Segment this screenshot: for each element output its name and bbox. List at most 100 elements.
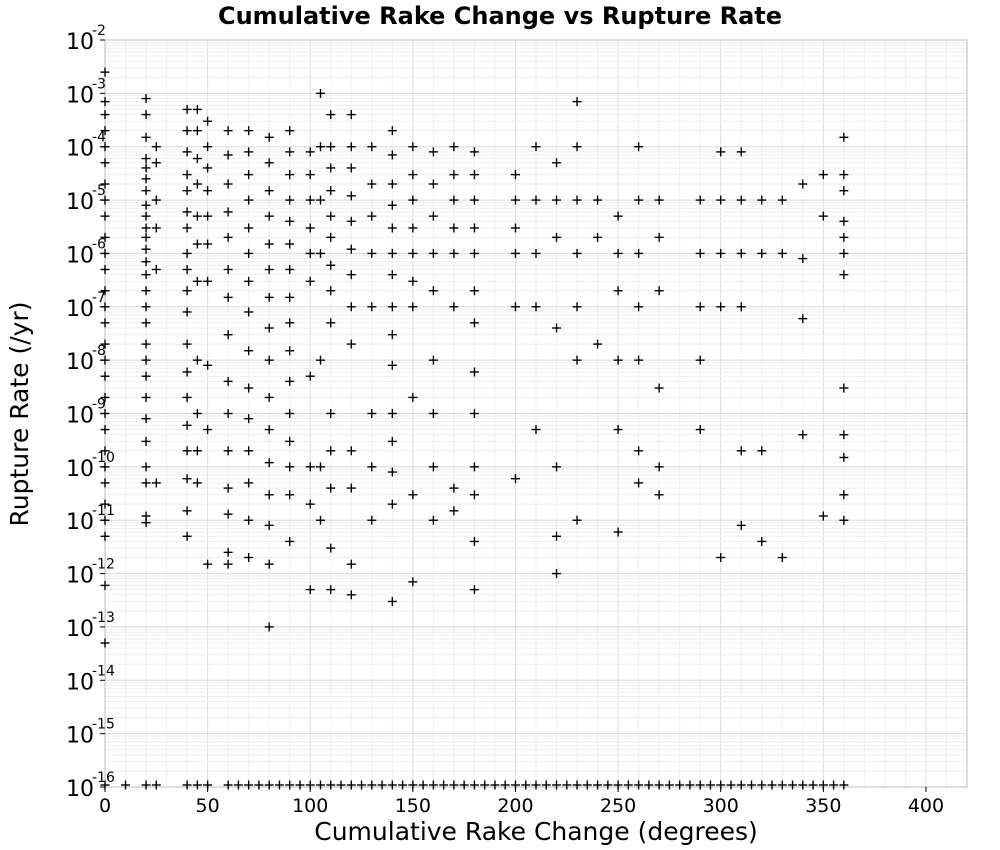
data-point [100, 211, 110, 221]
data-point [244, 126, 254, 136]
data-point [387, 436, 397, 446]
data-point [736, 248, 746, 258]
data-point [654, 286, 664, 296]
data-point [285, 436, 295, 446]
data-point [203, 142, 213, 152]
data-point [264, 239, 274, 249]
data-point [736, 302, 746, 312]
data-point [326, 318, 336, 328]
data-point [469, 170, 479, 180]
data-point [223, 559, 233, 569]
data-point [100, 425, 110, 435]
data-point-floor [767, 780, 777, 790]
data-point [100, 264, 110, 274]
data-point [428, 179, 438, 189]
data-point [387, 200, 397, 210]
data-point-floor [244, 780, 254, 790]
data-point [192, 409, 202, 418]
data-point [428, 409, 438, 418]
data-point [346, 302, 356, 312]
data-point-floor [623, 780, 633, 790]
data-point [449, 223, 459, 233]
data-point [285, 147, 295, 157]
data-point [100, 392, 110, 402]
data-point [182, 147, 192, 157]
data-point [654, 383, 664, 393]
data-point [100, 286, 110, 296]
x-tick-label: 0 [99, 795, 111, 817]
data-point [449, 142, 459, 152]
data-point [469, 248, 479, 258]
data-point [141, 244, 151, 254]
data-point [100, 531, 110, 541]
data-point [469, 223, 479, 233]
data-point-floor [428, 780, 438, 790]
data-point [777, 553, 787, 563]
data-point [531, 302, 541, 312]
data-point [141, 200, 151, 210]
y-tick-exponent: -12 [92, 557, 115, 573]
data-point [100, 126, 110, 136]
data-point [100, 318, 110, 328]
data-point [264, 211, 274, 221]
data-point [510, 170, 520, 180]
data-point [449, 248, 459, 258]
data-point [100, 371, 110, 381]
y-tick-exponent: -8 [92, 343, 106, 359]
data-point [182, 307, 192, 317]
y-tick-label: 10 [66, 404, 94, 429]
data-point-floor [531, 780, 541, 790]
data-point [408, 302, 418, 312]
data-point [182, 420, 192, 430]
data-point [203, 360, 213, 370]
data-point [552, 232, 562, 242]
data-point-floor [685, 780, 695, 790]
y-tick-label: 10 [66, 83, 94, 108]
data-point-floor [798, 780, 808, 790]
data-point [141, 186, 151, 196]
data-point [203, 425, 213, 435]
data-point [346, 270, 356, 280]
data-point [264, 355, 274, 365]
data-point [264, 559, 274, 569]
data-point [100, 67, 110, 77]
data-point [428, 355, 438, 365]
data-point [141, 223, 151, 233]
data-point-floor [264, 780, 274, 790]
data-point [100, 110, 110, 120]
data-point [141, 462, 151, 472]
data-point [203, 163, 213, 173]
data-point [182, 339, 192, 349]
data-point [449, 195, 459, 205]
data-point [469, 367, 479, 377]
data-point [428, 248, 438, 258]
data-point [100, 97, 110, 107]
data-point [264, 186, 274, 196]
data-point [100, 478, 110, 488]
data-point-floor [541, 780, 551, 790]
data-point [244, 223, 254, 233]
data-point [757, 195, 767, 205]
data-point [387, 467, 397, 477]
data-point [326, 211, 336, 221]
x-tick-label: 350 [805, 795, 841, 817]
data-point [141, 132, 151, 142]
y-axis-ticks: 10-210-310-410-510-610-710-810-910-1010-… [66, 23, 115, 802]
data-point [839, 170, 849, 180]
data-point [100, 179, 110, 189]
data-point [192, 104, 202, 114]
data-point-floor [664, 780, 674, 790]
data-point [305, 170, 315, 180]
data-point [716, 302, 726, 312]
data-point [182, 474, 192, 484]
data-point [572, 248, 582, 258]
data-point [141, 478, 151, 488]
data-point [182, 531, 192, 541]
data-point [244, 478, 254, 488]
data-point [428, 462, 438, 472]
y-tick-exponent: -2 [92, 23, 106, 39]
data-point-floor [480, 780, 490, 790]
data-point [305, 195, 315, 205]
data-point [264, 458, 274, 468]
data-point [305, 499, 315, 509]
